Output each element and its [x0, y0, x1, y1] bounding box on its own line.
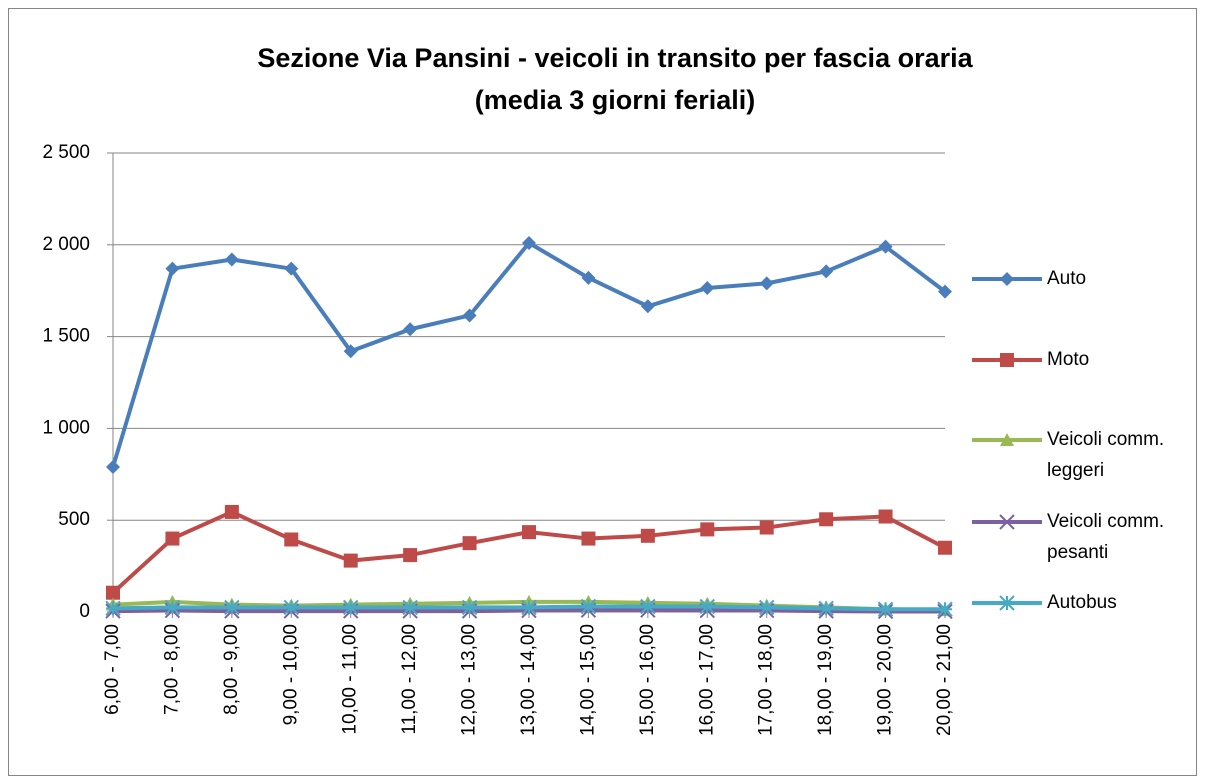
- legend-label: Auto: [1047, 268, 1086, 289]
- marker: [164, 599, 181, 616]
- x-tick-label: 10,00 - 11,00: [340, 624, 361, 735]
- marker: [106, 585, 120, 600]
- marker: [819, 264, 834, 279]
- y-tick-label: 2 000: [42, 234, 90, 255]
- x-tick-label: 6,00 - 7,00: [102, 624, 123, 715]
- x-tick-label: 12,00 - 13,00: [459, 624, 480, 736]
- x-tick-label: 19,00 - 20,00: [875, 624, 896, 736]
- marker: [818, 600, 834, 617]
- chart-title: Sezione Via Pansini - veicoli in transit…: [257, 43, 973, 73]
- marker: [522, 235, 536, 250]
- marker: [461, 599, 478, 616]
- marker: [759, 276, 774, 291]
- marker: [700, 280, 715, 295]
- marker: [462, 308, 477, 323]
- legend-marker: [1000, 353, 1014, 367]
- x-tick-label: 14,00 - 15,00: [577, 624, 598, 736]
- legend-marker: [1000, 272, 1014, 286]
- marker: [224, 504, 239, 519]
- marker: [165, 261, 180, 276]
- marker: [819, 512, 834, 527]
- marker: [521, 599, 537, 616]
- x-tick-label: 9,00 - 10,00: [280, 624, 301, 725]
- marker: [343, 344, 358, 359]
- x-tick-label: 18,00 - 19,00: [815, 624, 836, 736]
- y-tick-label: 500: [58, 509, 90, 530]
- marker: [938, 284, 952, 299]
- marker: [106, 459, 120, 474]
- marker: [937, 601, 953, 617]
- marker: [283, 599, 299, 616]
- legend-label: Autobus: [1047, 592, 1117, 613]
- legend-marker: [999, 595, 1015, 611]
- marker: [284, 261, 299, 276]
- marker: [938, 540, 952, 555]
- marker: [581, 531, 596, 546]
- x-tick-label: 7,00 - 8,00: [161, 624, 182, 715]
- marker: [581, 270, 596, 285]
- marker: [403, 548, 418, 563]
- legend-marker: [1000, 433, 1014, 446]
- marker: [343, 599, 359, 616]
- marker: [522, 525, 536, 540]
- marker: [402, 599, 418, 616]
- marker: [759, 520, 774, 535]
- marker: [877, 601, 894, 617]
- x-tick-label: 8,00 - 9,00: [221, 624, 242, 715]
- legend-label: Moto: [1047, 349, 1089, 370]
- marker: [640, 528, 655, 543]
- marker: [878, 239, 893, 254]
- marker: [640, 299, 655, 314]
- y-tick-label: 2 500: [42, 142, 90, 163]
- y-tick-label: 0: [79, 601, 90, 622]
- legend-label: Veicoli comm. leggeri: [1047, 429, 1169, 481]
- x-tick-label: 17,00 - 18,00: [756, 624, 777, 736]
- marker: [462, 536, 477, 551]
- marker: [105, 600, 121, 617]
- marker: [343, 553, 358, 568]
- marker: [640, 598, 656, 615]
- x-tick-label: 11,00 - 12,00: [399, 624, 420, 735]
- marker: [580, 598, 597, 615]
- legend-marker: [999, 514, 1015, 530]
- y-tick-label: 1 000: [42, 417, 90, 438]
- marker: [700, 522, 715, 537]
- marker: [284, 532, 299, 547]
- chart-border: [8, 8, 1197, 776]
- marker: [224, 252, 239, 267]
- marker: [878, 509, 893, 524]
- chart-title: (media 3 giorni feriali): [475, 85, 756, 115]
- x-tick-label: 16,00 - 17,00: [696, 624, 717, 736]
- marker: [165, 531, 180, 546]
- marker: [403, 322, 418, 337]
- legend-label: Veicoli comm. pesanti: [1047, 511, 1169, 563]
- marker: [224, 599, 240, 616]
- x-tick-label: 13,00 - 14,00: [518, 624, 539, 736]
- marker: [699, 598, 715, 615]
- marker: [759, 599, 775, 616]
- y-tick-label: 1 500: [42, 326, 90, 347]
- x-tick-label: 20,00 - 21,00: [934, 624, 955, 736]
- x-tick-label: 15,00 - 16,00: [637, 624, 658, 736]
